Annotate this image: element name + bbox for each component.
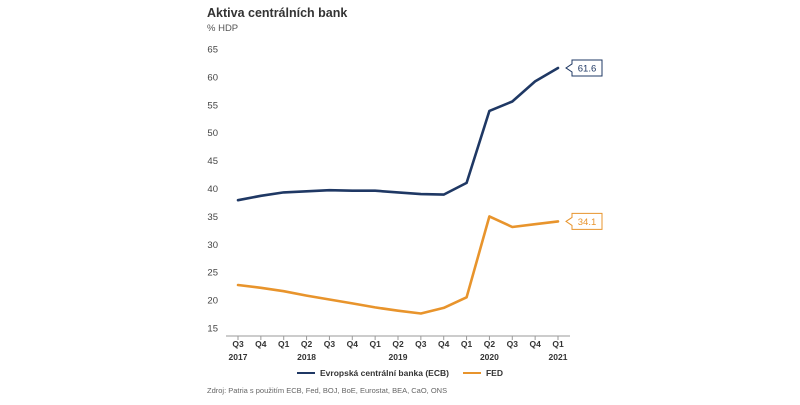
end-label-ecb: 61.6 (578, 63, 597, 74)
x-tick-label: Q4 (347, 339, 359, 349)
x-tick-label: Q3 (232, 339, 244, 349)
y-tick-label: 45 (207, 156, 218, 167)
x-tick-label: Q4 (529, 339, 541, 349)
x-year-label: 2017 (229, 352, 248, 362)
end-label-fed: 34.1 (578, 217, 597, 228)
legend: Evropská centrální banka (ECB) FED (297, 368, 517, 378)
x-year-label: 2021 (549, 352, 568, 362)
x-tick-label: Q1 (278, 339, 290, 349)
x-year-label: 2020 (480, 352, 499, 362)
y-tick-label: 55 (207, 100, 218, 111)
x-tick-label: Q3 (507, 339, 519, 349)
x-tick-label: Q1 (461, 339, 473, 349)
y-tick-label: 65 (207, 45, 218, 56)
y-tick-label: 60 (207, 72, 218, 83)
chart-title: Aktiva centrálních bank (207, 6, 348, 20)
x-tick-label: Q4 (438, 339, 450, 349)
legend-item-ecb: Evropská centrální banka (ECB) (297, 368, 449, 378)
series-line-fed (236, 215, 560, 315)
source-note: Zdroj: Patria s použitím ECB, Fed, BOJ, … (207, 386, 448, 395)
x-tick-label: Q2 (484, 339, 496, 349)
x-tick-label: Q1 (369, 339, 381, 349)
y-tick-label: 25 (207, 268, 218, 279)
y-tick-label: 40 (207, 184, 218, 195)
y-tick-label: 20 (207, 296, 218, 307)
x-tick-label: Q1 (552, 339, 564, 349)
y-tick-label: 35 (207, 212, 218, 223)
x-tick-label: Q3 (324, 339, 336, 349)
x-tick-label: Q2 (301, 339, 313, 349)
series-line-ecb (236, 66, 560, 202)
x-tick-label: Q3 (415, 339, 427, 349)
y-tick-label: 15 (207, 324, 218, 335)
legend-item-fed: FED (462, 368, 503, 378)
y-tick-label: 50 (207, 128, 218, 139)
x-tick-label: Q4 (255, 339, 267, 349)
y-tick-label: 30 (207, 240, 218, 251)
chart-subtitle: % HDP (207, 23, 239, 34)
legend-swatch-fed (462, 371, 481, 375)
legend-label-fed: FED (485, 368, 503, 378)
end-label-box-fed (565, 212, 603, 230)
legend-swatch-ecb (297, 371, 315, 375)
x-tick-label: Q2 (392, 339, 404, 349)
x-year-label: 2018 (297, 352, 316, 362)
end-label-box-ecb (565, 59, 603, 77)
x-year-label: 2019 (389, 352, 408, 362)
legend-label-ecb: Evropská centrální banka (ECB) (320, 368, 449, 378)
